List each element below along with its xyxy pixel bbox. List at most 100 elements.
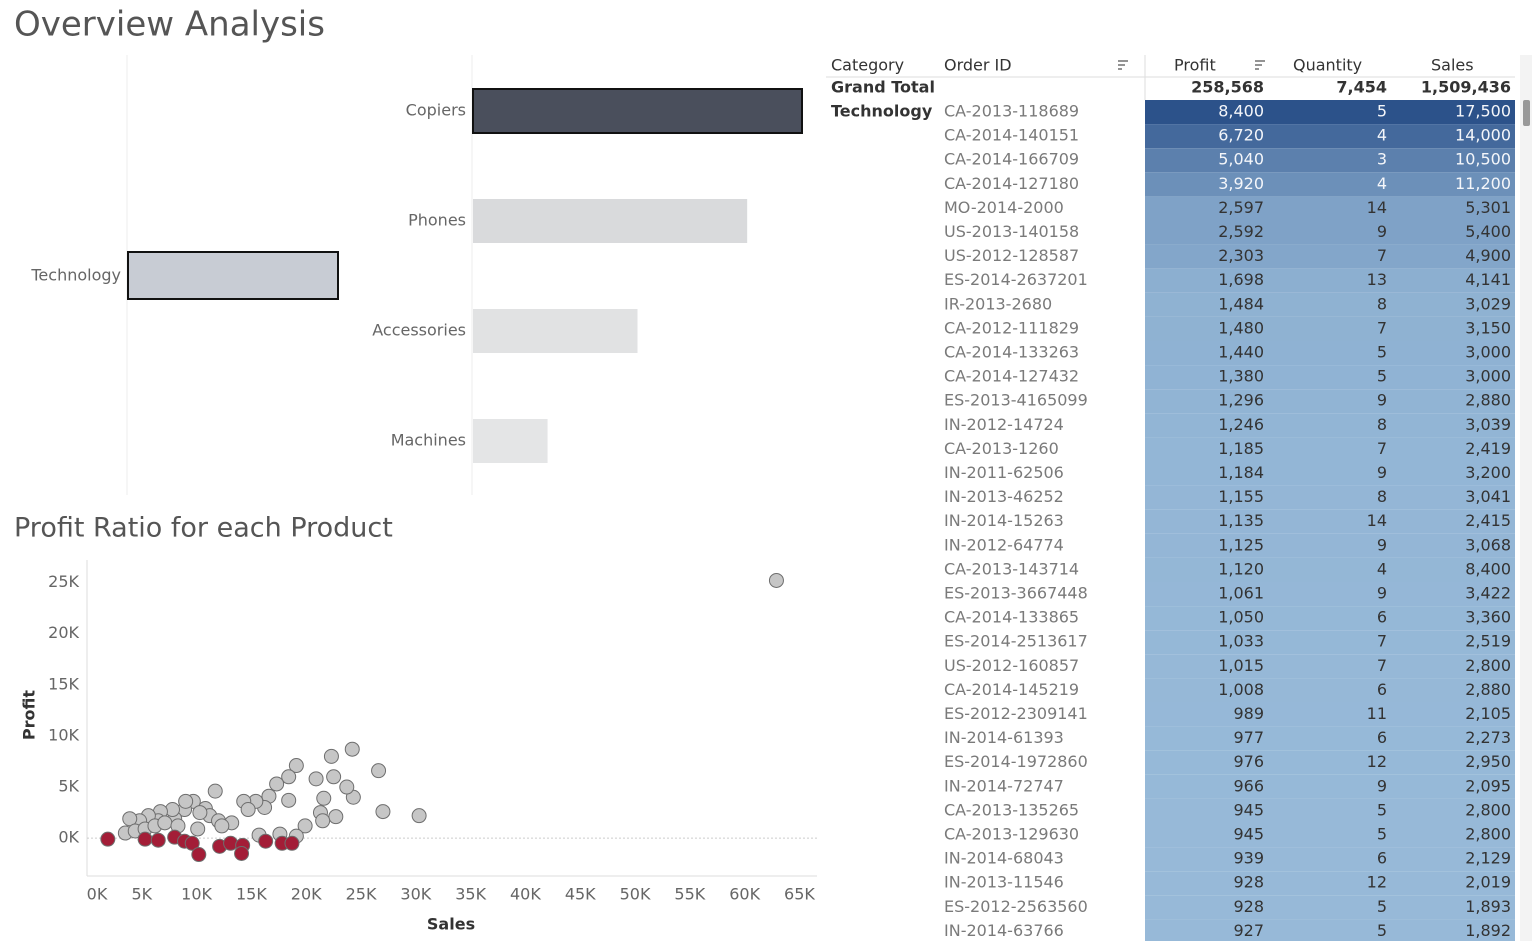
- order-id: US-2012-160857: [944, 656, 1079, 675]
- bar[interactable]: [127, 251, 339, 300]
- table-cell: 3,920: [1218, 174, 1264, 193]
- bar[interactable]: [473, 419, 548, 463]
- scatter-point[interactable]: [323, 748, 339, 764]
- scatter-point[interactable]: [150, 832, 166, 848]
- scatter-point[interactable]: [122, 811, 138, 827]
- scatter-point[interactable]: [178, 793, 194, 809]
- scatter-point[interactable]: [258, 833, 274, 849]
- table-cell: 10,500: [1455, 150, 1511, 169]
- table-cell: 8: [1377, 294, 1387, 313]
- scatter-point[interactable]: [191, 847, 207, 863]
- scatter-point[interactable]: [192, 805, 208, 821]
- x-tick-label: 65K: [784, 885, 815, 904]
- table-cell: 1,480: [1218, 318, 1264, 337]
- row-background: [1145, 124, 1515, 149]
- row-background: [1145, 847, 1515, 872]
- row-background: [1145, 437, 1515, 462]
- scatter-point[interactable]: [100, 831, 116, 847]
- table-cell: 966: [1233, 776, 1264, 795]
- scatter-point[interactable]: [375, 804, 391, 820]
- table-cell: 8: [1377, 415, 1387, 434]
- bar[interactable]: [473, 199, 748, 243]
- table-cell: 6,720: [1218, 126, 1264, 145]
- scatter-point[interactable]: [371, 763, 387, 779]
- order-id: ES-2012-2563560: [944, 897, 1088, 916]
- order-id: CA-2014-133865: [944, 608, 1079, 627]
- scatter-point[interactable]: [157, 815, 173, 831]
- scatter-point[interactable]: [411, 808, 427, 824]
- scatter-point[interactable]: [240, 802, 256, 818]
- x-tick-label: 50K: [620, 885, 651, 904]
- table-cell: 7: [1377, 656, 1387, 675]
- table-cell: 5,400: [1465, 222, 1511, 241]
- table-cell: 9: [1377, 535, 1387, 554]
- scrollbar[interactable]: [1520, 55, 1532, 941]
- table-cell: 2,273: [1465, 728, 1511, 747]
- table-cell: 1,893: [1465, 897, 1511, 916]
- scatter-point[interactable]: [344, 741, 360, 757]
- table-cell: 1,120: [1218, 559, 1264, 578]
- table-cell: 9: [1377, 391, 1387, 410]
- table-cell: 2,880: [1465, 680, 1511, 699]
- table-cell: 976: [1233, 752, 1264, 771]
- scatter-point[interactable]: [234, 846, 250, 862]
- bar[interactable]: [473, 309, 638, 353]
- scatter-point[interactable]: [315, 813, 331, 829]
- scatter-point[interactable]: [207, 783, 223, 799]
- scatter-point[interactable]: [281, 792, 297, 808]
- scatter-point[interactable]: [297, 818, 313, 834]
- row-background: [1145, 509, 1515, 534]
- scatter-point[interactable]: [269, 776, 285, 792]
- x-axis-label: Sales: [427, 915, 475, 934]
- grand-total-label: Grand Total: [831, 78, 935, 97]
- row-background: [1145, 461, 1515, 486]
- row-background: [1145, 871, 1515, 896]
- table-cell: 6: [1377, 680, 1387, 699]
- order-id: US-2012-128587: [944, 246, 1079, 265]
- row-background: [1145, 389, 1515, 414]
- row-background: [1145, 341, 1515, 366]
- row-background: [1145, 365, 1515, 390]
- table-cell: 4: [1377, 559, 1387, 578]
- scrollbar-thumb[interactable]: [1523, 100, 1530, 126]
- table-cell: 4,141: [1465, 270, 1511, 289]
- scatter-point[interactable]: [326, 769, 342, 785]
- table-cell: 4,900: [1465, 246, 1511, 265]
- scatter-point[interactable]: [137, 831, 153, 847]
- sort-icon[interactable]: [1255, 60, 1265, 70]
- table-cell: 9: [1377, 222, 1387, 241]
- table-cell: 7: [1377, 246, 1387, 265]
- bar-label: Technology: [30, 266, 121, 285]
- sort-icon[interactable]: [1118, 60, 1128, 70]
- table-cell: 9: [1377, 463, 1387, 482]
- table-cell: 8,400: [1465, 559, 1511, 578]
- scatter-point[interactable]: [214, 818, 230, 834]
- order-id: CA-2014-145219: [944, 680, 1079, 699]
- row-background: [1145, 557, 1515, 582]
- scatter-point[interactable]: [288, 758, 304, 774]
- bar[interactable]: [472, 88, 803, 134]
- order-id: IN-2014-68043: [944, 849, 1064, 868]
- order-id: CA-2013-135265: [944, 800, 1079, 819]
- row-background: [1145, 292, 1515, 317]
- table-cell: 2,950: [1465, 752, 1511, 771]
- scatter-point[interactable]: [308, 771, 324, 787]
- scatter-point[interactable]: [284, 835, 300, 851]
- scatter-point[interactable]: [184, 835, 200, 851]
- table-cell: 2,880: [1465, 391, 1511, 410]
- scatter-point[interactable]: [328, 809, 344, 825]
- table-cell: 5: [1377, 825, 1387, 844]
- x-tick-label: 20K: [291, 885, 322, 904]
- order-id: CA-2014-166709: [944, 150, 1079, 169]
- table-cell: 3,150: [1465, 318, 1511, 337]
- table-cell: 3,422: [1465, 584, 1511, 603]
- x-tick-label: 30K: [400, 885, 431, 904]
- table-cell: 2,800: [1465, 800, 1511, 819]
- scatter-point[interactable]: [190, 821, 206, 837]
- row-background: [1145, 798, 1515, 823]
- scatter-point[interactable]: [316, 790, 332, 806]
- scatter-point[interactable]: [339, 779, 355, 795]
- scatter-point[interactable]: [768, 572, 784, 588]
- table-cell: 3,039: [1465, 415, 1511, 434]
- scatter-point[interactable]: [281, 769, 297, 785]
